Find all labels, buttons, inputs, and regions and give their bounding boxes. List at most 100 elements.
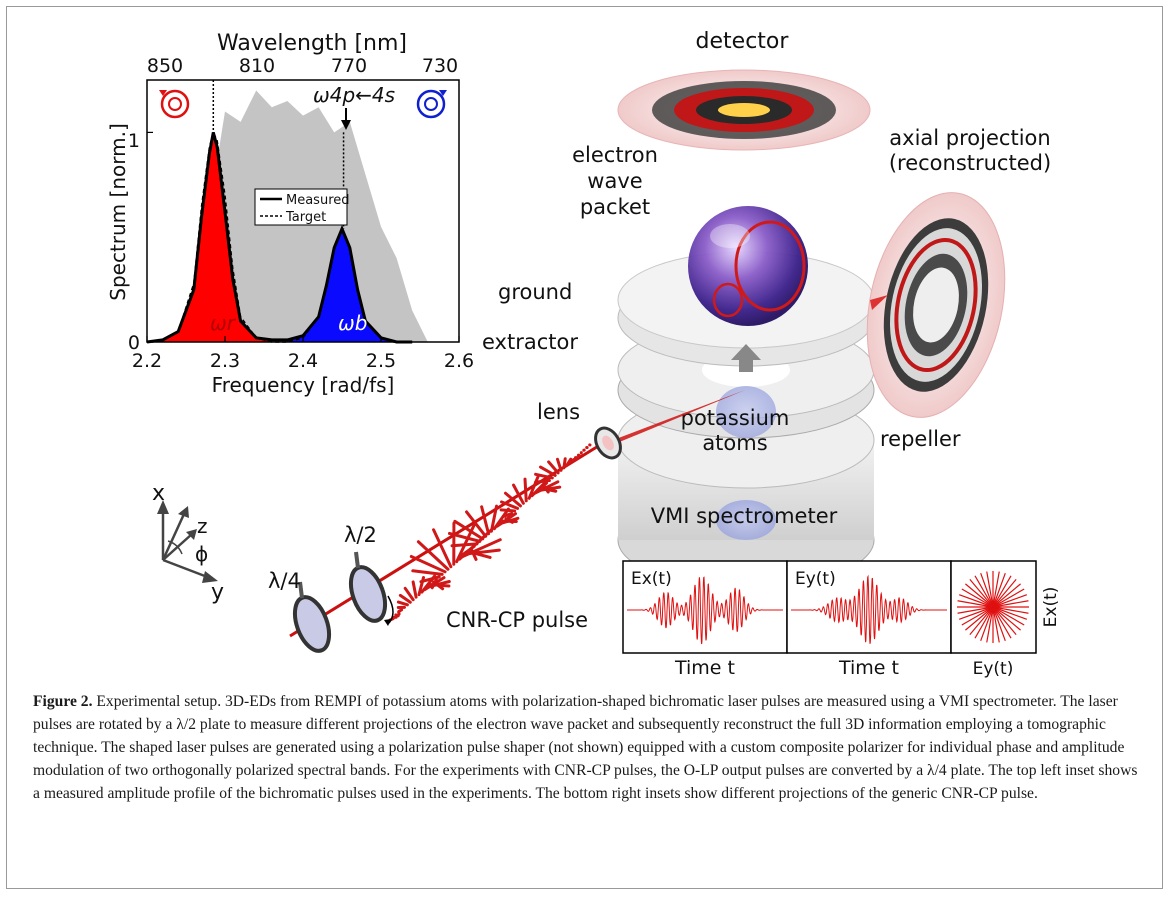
polar-star-ray — [992, 606, 1028, 620]
coordinate-axes — [157, 500, 218, 583]
pulse-field-vector — [419, 575, 441, 584]
y-tick-label: 0 — [128, 332, 140, 354]
x-axis-label: x — [152, 481, 165, 506]
caption-label: Figure 2. — [33, 693, 93, 710]
electron-label: electron — [572, 143, 658, 167]
polar-star-ray — [992, 606, 1025, 626]
pulse-field-vector — [447, 531, 482, 543]
bottom-tick-labels: 2.2 2.3 2.4 2.5 2.6 — [132, 350, 474, 372]
pulse-field-vector — [502, 511, 514, 518]
top-tick-label: 730 — [422, 55, 458, 77]
ex-label: Ex(t) — [631, 569, 672, 589]
quarter-wave-label: λ/4 — [268, 569, 301, 593]
pulse-field-vector — [539, 465, 557, 477]
pulse-field-vector — [453, 519, 485, 541]
polar-star-ray — [961, 606, 994, 626]
extractor-label: extractor — [482, 330, 578, 354]
legend-target: Target — [285, 210, 326, 225]
z-axis-label: z — [197, 514, 208, 538]
pulse-field-vector — [403, 586, 415, 602]
polar-star-ray — [992, 600, 1029, 608]
pulse-field-vector — [547, 460, 560, 475]
vmi-apparatus — [617, 69, 1006, 589]
bottom-tick-label: 2.6 — [444, 350, 474, 372]
polar-ey-label: Ey(t) — [973, 659, 1014, 679]
vmi-spectrometer-label: VMI spectrometer — [651, 504, 838, 528]
pulse-field-vector — [416, 540, 450, 571]
pulse-field-vector — [409, 554, 447, 574]
polar-star-ray — [974, 606, 994, 639]
axial-projection-sublabel: (reconstructed) — [889, 151, 1051, 175]
half-wave-label: λ/2 — [344, 523, 377, 547]
pulse-field-vector — [469, 547, 478, 561]
polar-star-ray — [992, 606, 1012, 639]
figure-caption: Figure 2. Experimental setup. 3D-EDs fro… — [33, 690, 1143, 805]
half-wave-plate — [348, 551, 394, 626]
polar-star-ray — [992, 606, 1000, 643]
transition-label: ω4p←4s — [313, 83, 395, 107]
pulse-field-vector — [465, 510, 488, 538]
detector-disk — [617, 69, 871, 151]
pulse-field-vector — [499, 508, 517, 513]
polar-star-ray — [961, 588, 994, 608]
ex-waveform — [627, 576, 783, 645]
top-tick-labels: 850 810 770 730 — [147, 55, 458, 77]
polar-star-ray — [980, 606, 994, 642]
figure-frame — [6, 6, 1163, 889]
pulse-field-vector — [455, 521, 477, 564]
pulse-field-vector — [527, 474, 540, 500]
pulse-field-vector — [411, 580, 418, 599]
bottom-tick-label: 2.3 — [210, 350, 240, 372]
y-tick-label: 1 — [128, 130, 140, 152]
pulse-field-vector — [480, 505, 491, 536]
y-axis-label: Spectrum [norm.] — [106, 123, 130, 301]
polar-star-ray — [992, 583, 1021, 608]
spectrum-inset: Wavelength [nm] 850 810 770 730 Spectrum… — [106, 31, 474, 397]
bottom-tick-label: 2.2 — [132, 350, 162, 372]
pulse-field-vector — [500, 500, 520, 510]
polar-star-ray — [992, 606, 1017, 635]
electron-wave-packet — [688, 206, 808, 326]
ey-waveform — [791, 574, 947, 644]
pulse-field-vector — [538, 481, 549, 491]
polar-star-ray — [957, 606, 994, 614]
top-axis-label: Wavelength [nm] — [217, 31, 407, 56]
legend: Measured Target — [254, 188, 350, 226]
pulse-field-vector — [397, 608, 404, 613]
lens — [594, 426, 622, 460]
projection-insets — [622, 560, 1037, 654]
bottom-tick-label: 2.4 — [288, 350, 318, 372]
polar-star-ray — [992, 594, 1028, 608]
cnr-cp-pulse-shape — [388, 443, 592, 622]
polar-star-ray — [965, 606, 994, 631]
polar-star-ray — [974, 575, 994, 608]
pulse-label: CNR-CP pulse — [446, 608, 588, 632]
detector-label: detector — [696, 29, 790, 54]
blue-band-area — [287, 228, 397, 342]
polar-ex-label: Ex(t) — [1041, 587, 1061, 628]
top-tick-label: 850 — [147, 55, 183, 77]
pulse-field-vector — [534, 479, 551, 484]
pulse-field-vector — [430, 577, 438, 590]
caption-text: Experimental setup. 3D-EDs from REMPI of… — [33, 693, 1138, 802]
pulse-field-vector — [432, 528, 453, 569]
pulse-field-vector — [562, 457, 567, 470]
axial-projection-label: axial projection — [889, 126, 1050, 150]
polar-star-ray — [992, 572, 1006, 608]
pulse-field-vector — [534, 472, 554, 480]
measured-series-line — [146, 132, 413, 344]
polar-star-ray — [969, 606, 994, 635]
top-tick-label: 810 — [239, 55, 275, 77]
pulse-field-vector — [512, 483, 525, 505]
polar-star-ray — [965, 583, 994, 608]
y-axis-label-3d: y — [211, 580, 224, 605]
quarter-wave-plate — [292, 581, 332, 653]
polar-star-ray — [992, 606, 1006, 642]
packet-label: packet — [580, 195, 650, 219]
polar-projection-star — [957, 571, 1029, 643]
pulse-field-vector — [555, 457, 563, 472]
omega-r-label: ωr — [210, 311, 237, 335]
plot-frame — [146, 79, 460, 343]
polar-star-ray — [992, 575, 1012, 608]
lower-atom-cloud — [716, 500, 776, 540]
